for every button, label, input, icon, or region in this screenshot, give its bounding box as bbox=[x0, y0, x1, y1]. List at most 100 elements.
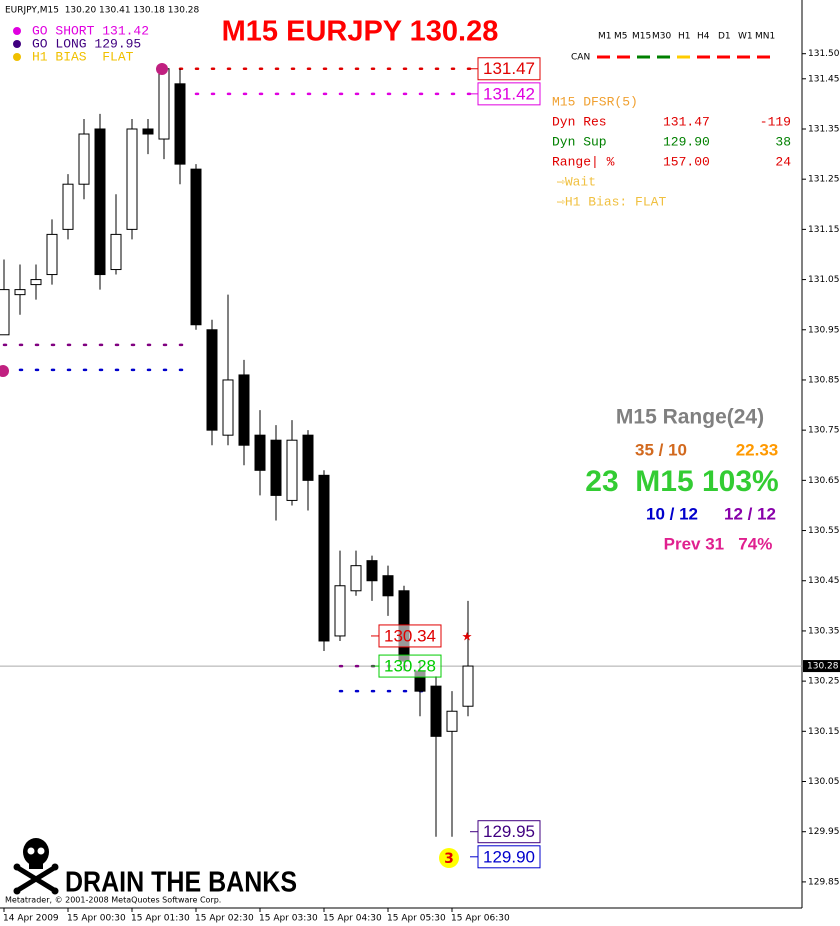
legend-label: H1 BIAS FLAT bbox=[32, 49, 134, 64]
range-panel-text: Prev 31 74% bbox=[664, 534, 773, 553]
timeframe-label: H1 bbox=[678, 32, 691, 42]
candle-body-up bbox=[158, 68, 170, 140]
candle-body-down bbox=[382, 575, 394, 597]
dfsr-cell: Range| % bbox=[552, 154, 615, 169]
y-tick-label: 131.45 bbox=[808, 74, 840, 84]
price-box-label: 129.90 bbox=[483, 847, 535, 866]
timeframe-label: W1 bbox=[738, 32, 753, 42]
candle-body-up bbox=[46, 233, 58, 276]
timeframe-label: H4 bbox=[697, 32, 710, 42]
legend-label: GO SHORT 131.42 bbox=[32, 23, 149, 38]
x-tick-label: 15 Apr 01:30 bbox=[131, 914, 190, 924]
dfsr-cell: 24 bbox=[775, 154, 791, 169]
dfsr-cell: Dyn Res bbox=[552, 114, 607, 129]
candle-body-up bbox=[78, 133, 90, 185]
candle-body-down bbox=[206, 329, 218, 431]
dfsr-cell: 157.00 bbox=[663, 154, 710, 169]
candle-body-up bbox=[446, 710, 458, 732]
y-tick-label: 130.65 bbox=[808, 476, 840, 486]
dfsr-cell: 38 bbox=[775, 134, 791, 149]
legend-dot bbox=[13, 27, 21, 35]
dfsr-title: M15 DFSR(5) bbox=[552, 94, 638, 109]
candle-body-up bbox=[14, 289, 26, 296]
dfsr-cell: -119 bbox=[760, 114, 791, 129]
candle-body-up bbox=[0, 289, 10, 336]
candle-body-up bbox=[222, 379, 234, 436]
y-tick-label: 130.85 bbox=[808, 375, 840, 385]
range-panel-text: 10 / 12 bbox=[646, 504, 698, 523]
dfsr-cell: Dyn Sup bbox=[552, 134, 607, 149]
y-tick-label: 130.25 bbox=[808, 677, 840, 687]
range-panel-text: 12 / 12 bbox=[724, 504, 776, 523]
last-price-tag bbox=[803, 660, 840, 673]
x-tick-label: 15 Apr 00:30 bbox=[67, 914, 126, 924]
timeframe-label: M30 bbox=[652, 32, 671, 42]
last-price-label: 130.28 bbox=[807, 662, 839, 672]
candle-body-down bbox=[302, 434, 314, 481]
price-box bbox=[477, 57, 541, 81]
candle-body-down bbox=[190, 168, 202, 326]
price-box bbox=[477, 82, 541, 106]
y-tick-label: 130.15 bbox=[808, 727, 840, 737]
range-panel-text: 35 / 10 bbox=[635, 440, 687, 459]
header: EURJPY,M15 130.20 130.41 130.18 130.28 bbox=[5, 6, 200, 16]
y-tick-label: 130.95 bbox=[808, 325, 840, 335]
candle-body-down bbox=[366, 560, 378, 582]
x-tick-label: 15 Apr 04:30 bbox=[323, 914, 382, 924]
y-tick-label: 131.05 bbox=[808, 275, 840, 285]
range-panel-text: 23 M15 103% bbox=[585, 465, 778, 498]
price-box bbox=[477, 820, 541, 844]
y-tick-label: 130.45 bbox=[808, 576, 840, 586]
timeframe-label: M15 bbox=[632, 32, 651, 42]
candle-body-up bbox=[126, 128, 138, 230]
y-tick-label: 131.25 bbox=[808, 175, 840, 185]
range-panel-text: 22.33 bbox=[736, 440, 779, 459]
candle-body-down bbox=[142, 128, 154, 135]
timeframe-label: M1 bbox=[598, 32, 612, 42]
candle-body-down bbox=[174, 83, 186, 165]
candle-body-down bbox=[430, 685, 442, 737]
candle-body-up bbox=[62, 183, 74, 230]
signal-marker bbox=[0, 365, 9, 377]
legend-dot bbox=[13, 40, 21, 48]
legend-dot bbox=[13, 53, 21, 61]
y-tick-label: 130.55 bbox=[808, 526, 840, 536]
x-tick-label: 14 Apr 2009 bbox=[3, 914, 59, 924]
candle-body-down bbox=[254, 434, 266, 471]
y-tick-label: 129.95 bbox=[808, 827, 840, 837]
price-box-label: 130.34 bbox=[384, 626, 436, 645]
y-tick-label: 131.50 bbox=[808, 49, 840, 59]
candle-body-down bbox=[318, 474, 330, 642]
price-box bbox=[477, 845, 541, 869]
candle-body-down bbox=[238, 374, 250, 446]
y-tick-label: 129.85 bbox=[808, 877, 840, 887]
title: M15 EURJPY 130.28 bbox=[222, 16, 499, 48]
price-box-label: 131.42 bbox=[483, 84, 535, 103]
candle-body-up bbox=[334, 585, 346, 637]
price-box bbox=[378, 624, 442, 648]
signal-marker bbox=[156, 63, 168, 75]
timeframe-label: M5 bbox=[614, 32, 628, 42]
candle-body-up bbox=[110, 233, 122, 271]
candle-body-up bbox=[462, 665, 474, 707]
y-tick-label: 131.15 bbox=[808, 225, 840, 235]
y-tick-label: 130.35 bbox=[808, 626, 840, 636]
branding: DRAIN THE BANKS bbox=[65, 867, 297, 899]
x-tick-label: 15 Apr 02:30 bbox=[195, 914, 254, 924]
y-tick-label: 130.05 bbox=[808, 777, 840, 787]
count-label: 3 bbox=[444, 851, 454, 867]
candle-body-up bbox=[30, 279, 42, 286]
timeframe-row-label: CAN bbox=[571, 53, 590, 63]
count-marker bbox=[439, 848, 459, 868]
dfsr-cell: 129.90 bbox=[663, 134, 710, 149]
y-tick-label: 131.35 bbox=[808, 124, 840, 134]
candle-body-down bbox=[270, 439, 282, 496]
x-tick-label: 15 Apr 06:30 bbox=[451, 914, 510, 924]
dfsr-cell: 131.47 bbox=[663, 114, 710, 129]
price-box-label: 130.28 bbox=[384, 657, 436, 676]
copyright: Metatrader, © 2001-2008 MetaQuotes Softw… bbox=[5, 896, 221, 905]
price-box-label: 129.95 bbox=[483, 822, 535, 841]
